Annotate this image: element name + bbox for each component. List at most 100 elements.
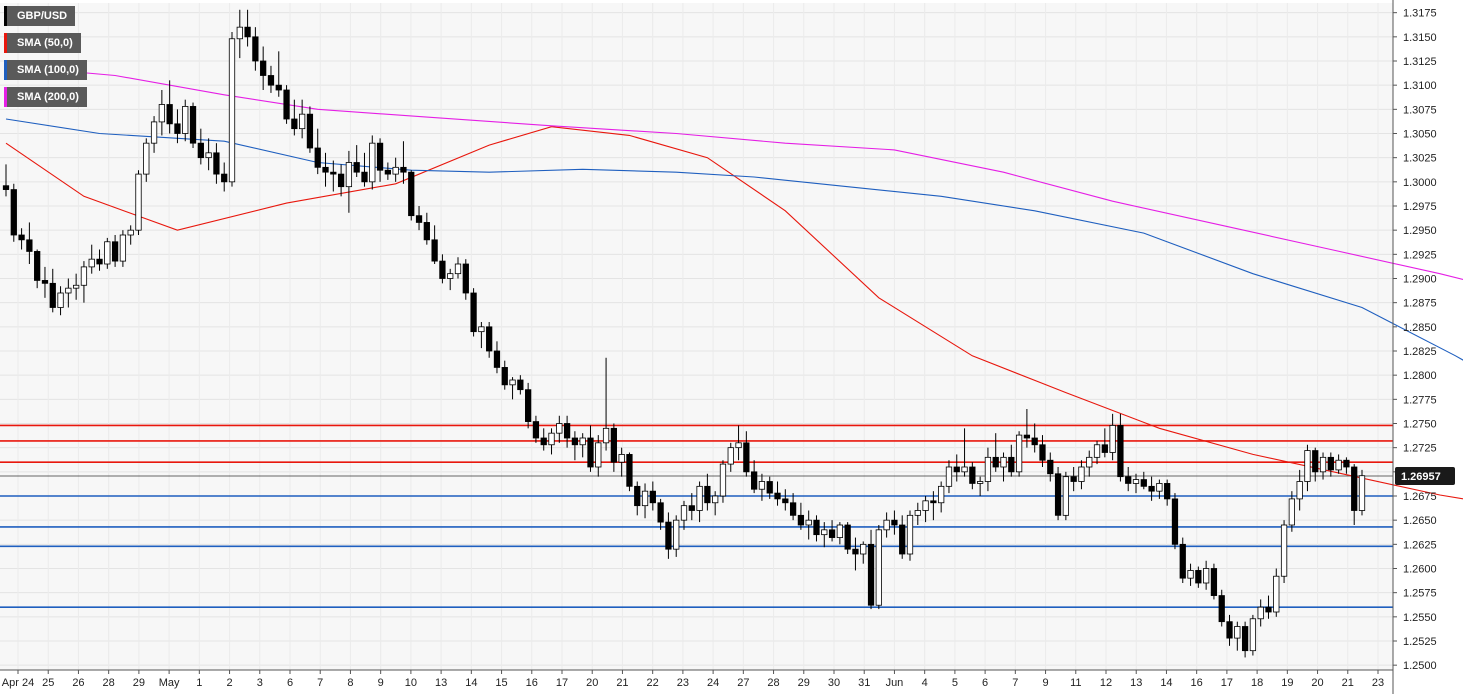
y-tick-label: 1.2600 [1403,564,1437,576]
legend-label: SMA (100,0) [17,64,79,76]
candle-bull [977,481,984,484]
candle-bear [813,519,820,536]
candle-bull [595,442,602,468]
candle-bear [252,36,259,62]
candle-bear [1039,444,1046,461]
candle-bear [10,189,17,236]
candle-bear [1117,425,1124,478]
candle-bull [1062,476,1069,516]
x-tick-label: 21 [1342,677,1354,689]
candle-bear [221,173,228,183]
candle-bull [727,447,734,465]
candle-bear [431,239,438,262]
candle-bull [875,529,882,606]
candle-bear [111,241,119,262]
candle-bull [299,113,306,130]
sma-200-line [5,65,1463,280]
candle-bear [953,466,960,473]
candle-bear [610,427,617,463]
candle-bull [579,437,586,446]
candle-bull [1335,459,1342,471]
legend-item-gbpusd[interactable]: GBP/USD [4,6,76,26]
candle-bull [478,326,485,333]
candle-bear [852,548,859,555]
candle-bear [26,239,33,252]
y-tick-label: 1.2850 [1403,322,1437,334]
candle-bull [1203,568,1210,584]
candle-bear [400,166,407,173]
candle-bear [462,263,469,294]
candle-bull [205,152,212,159]
candle-bear [1047,459,1054,475]
x-tick-label: 3 [257,677,263,689]
candle-bear [525,389,532,422]
x-tick-label: 16 [526,677,538,689]
candle-bull [158,104,165,123]
candle-bear [867,543,875,606]
candle-bull [618,454,625,463]
candle-bull [73,284,80,289]
candle-bear [969,466,976,484]
candle-bear [1195,570,1202,584]
candle-bear [688,505,695,511]
x-tick-label: 7 [317,677,323,689]
candle-bear [704,485,711,504]
candle-bear [1023,434,1031,439]
candle-bull [1358,475,1366,511]
candle-bull [673,519,680,550]
candle-bear [1343,459,1350,468]
candle-bull [860,543,867,555]
candle-bear [1148,485,1155,492]
candle-bear [1210,568,1218,596]
y-tick-label: 1.2625 [1403,539,1437,551]
candle-bear [260,60,267,76]
candle-bear [1008,456,1015,473]
moving-averages [5,65,1463,500]
x-tick-label: 16 [1191,677,1203,689]
y-tick-label: 1.2500 [1403,660,1437,672]
y-tick-label: 1.2950 [1403,225,1437,237]
legend-swatch-icon [4,33,7,53]
candle-bear [649,490,656,504]
candle-bear [540,437,547,446]
candle-bull [641,490,649,507]
y-tick-label: 1.3000 [1403,177,1437,189]
candle-bear [563,423,571,439]
last-price-badge [1395,466,1455,485]
candle-bull [1000,456,1007,468]
candle-bear [797,514,805,526]
candle-bull [392,166,399,175]
candle-bull [1257,606,1264,620]
candle-bear [291,118,298,130]
candle-bull [1086,456,1093,468]
candle-bear [1031,437,1038,446]
candle-bull [228,38,236,183]
candle-bull [945,466,953,487]
y-tick-label: 1.2550 [1403,612,1437,624]
candle-bear [384,169,391,175]
x-tick-label: 31 [858,677,870,689]
candle-bull [1280,524,1288,577]
legend-item-sma-50[interactable]: SMA (50,0) [4,33,81,53]
candle-bear [751,471,758,490]
candle-bear [189,106,197,144]
candle-bull [119,234,127,262]
candle-bear [1218,595,1225,623]
candlestick-series [2,9,1366,658]
x-tick-label: 27 [737,677,749,689]
candle-bull [236,26,243,40]
candle-bull [57,292,64,308]
legend-item-sma-100[interactable]: SMA (100,0) [4,60,87,80]
legend-label: SMA (50,0) [17,37,73,49]
candle-bear [1164,483,1171,500]
candle-bull [821,529,828,536]
x-tick-label: 6 [287,677,293,689]
candle-bull [696,485,703,511]
x-tick-label: 13 [435,677,447,689]
candle-bull [65,287,72,294]
candle-bear [1351,466,1358,511]
x-tick-label: 13 [1130,677,1142,689]
x-tick-label: 14 [1160,677,1172,689]
legend-item-sma-200[interactable]: SMA (200,0) [4,87,87,107]
candle-bear [1179,543,1186,579]
